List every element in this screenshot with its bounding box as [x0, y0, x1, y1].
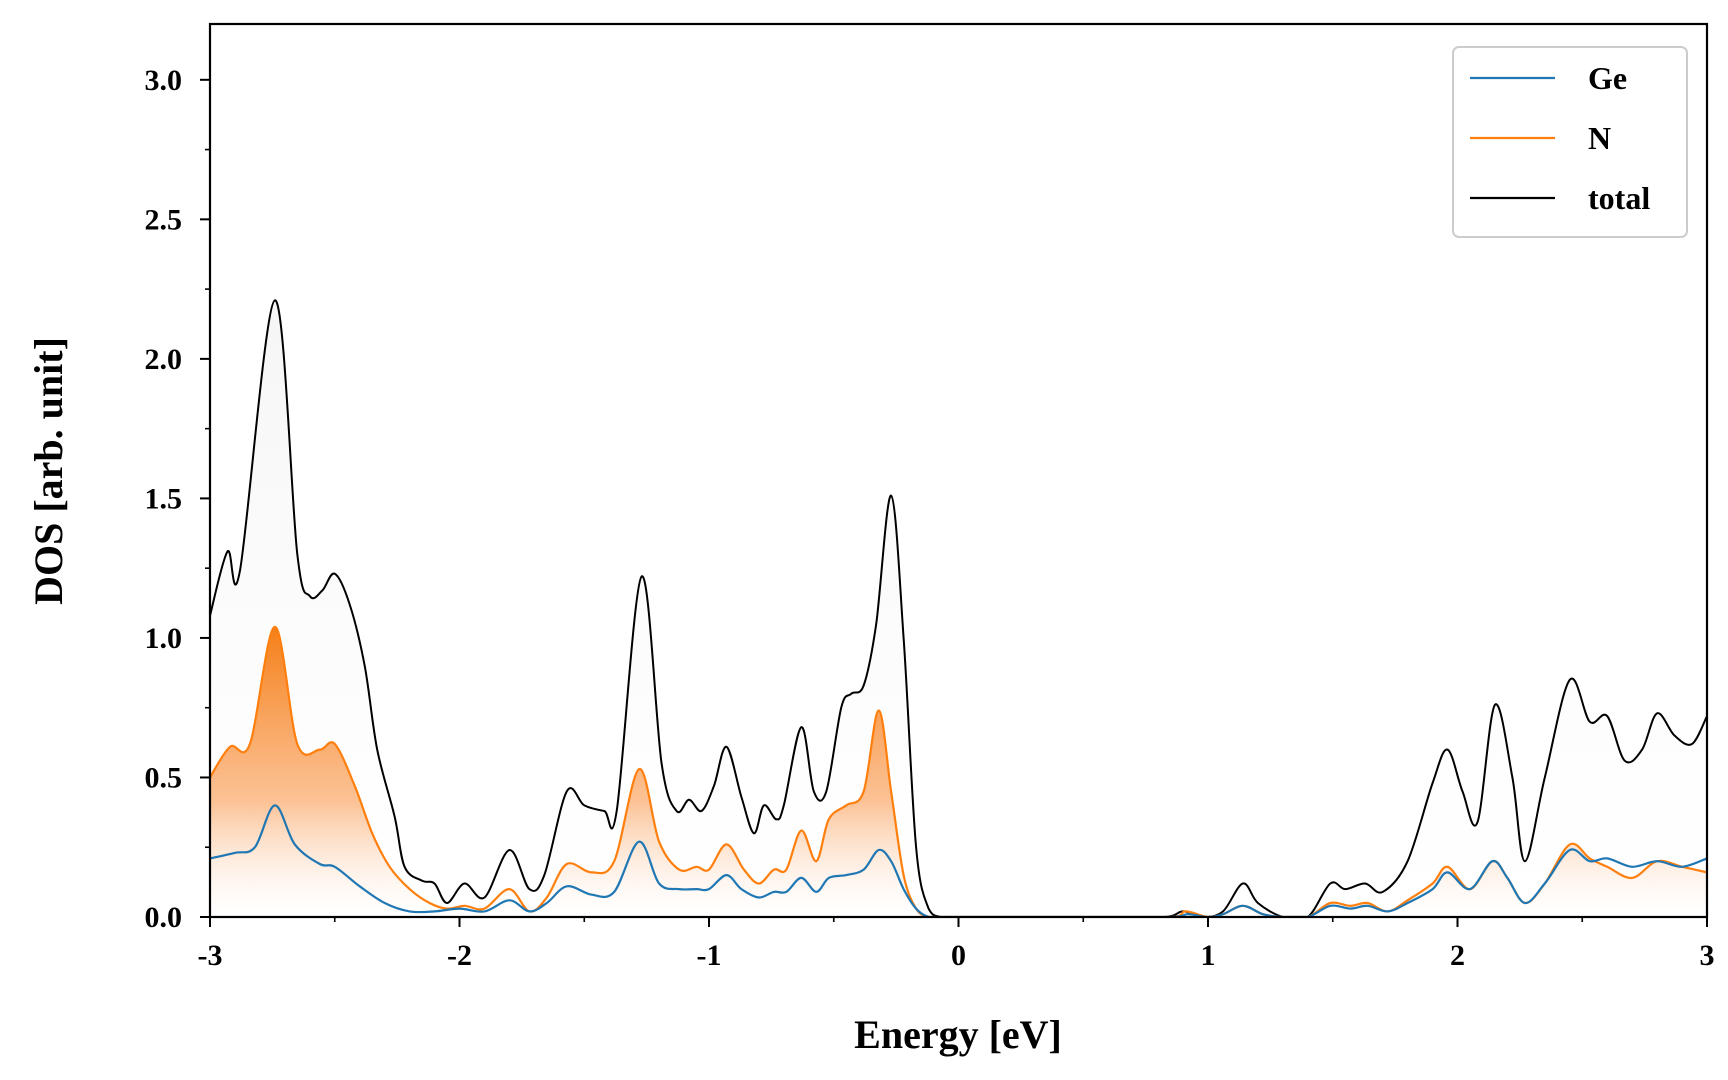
y-tick-label: 1.0: [145, 622, 183, 655]
y-tick-label: 2.0: [145, 343, 183, 376]
x-tick-label: 2: [1450, 939, 1465, 972]
x-tick-label: -2: [447, 939, 472, 972]
x-axis-title: Energy [eV]: [854, 1012, 1062, 1057]
legend-label-total: total: [1588, 180, 1650, 216]
y-tick-label: 0.5: [145, 761, 183, 794]
area-fill-n: [210, 626, 1707, 917]
x-tick-label: 1: [1201, 939, 1216, 972]
series-line-total: [210, 299, 1707, 917]
y-tick-label: 1.5: [145, 482, 183, 515]
y-tick-label: 3.0: [145, 64, 183, 97]
x-tick-label: 0: [951, 939, 966, 972]
area-fill-total: [210, 300, 1707, 917]
legend-frame: [1452, 46, 1688, 238]
series-line-n: [210, 625, 1707, 917]
y-axis-title: DOS [arb. unit]: [26, 337, 71, 605]
x-tick-label: 3: [1700, 939, 1715, 972]
y-tick-label: 0.0: [145, 901, 183, 934]
series-line-ge: [210, 804, 1707, 917]
y-tick-label: 2.5: [145, 203, 183, 236]
legend-label-ge: Ge: [1588, 60, 1627, 96]
legend-label-n: N: [1588, 120, 1611, 156]
x-tick-label: -1: [697, 939, 722, 972]
x-tick-label: -3: [198, 939, 223, 972]
